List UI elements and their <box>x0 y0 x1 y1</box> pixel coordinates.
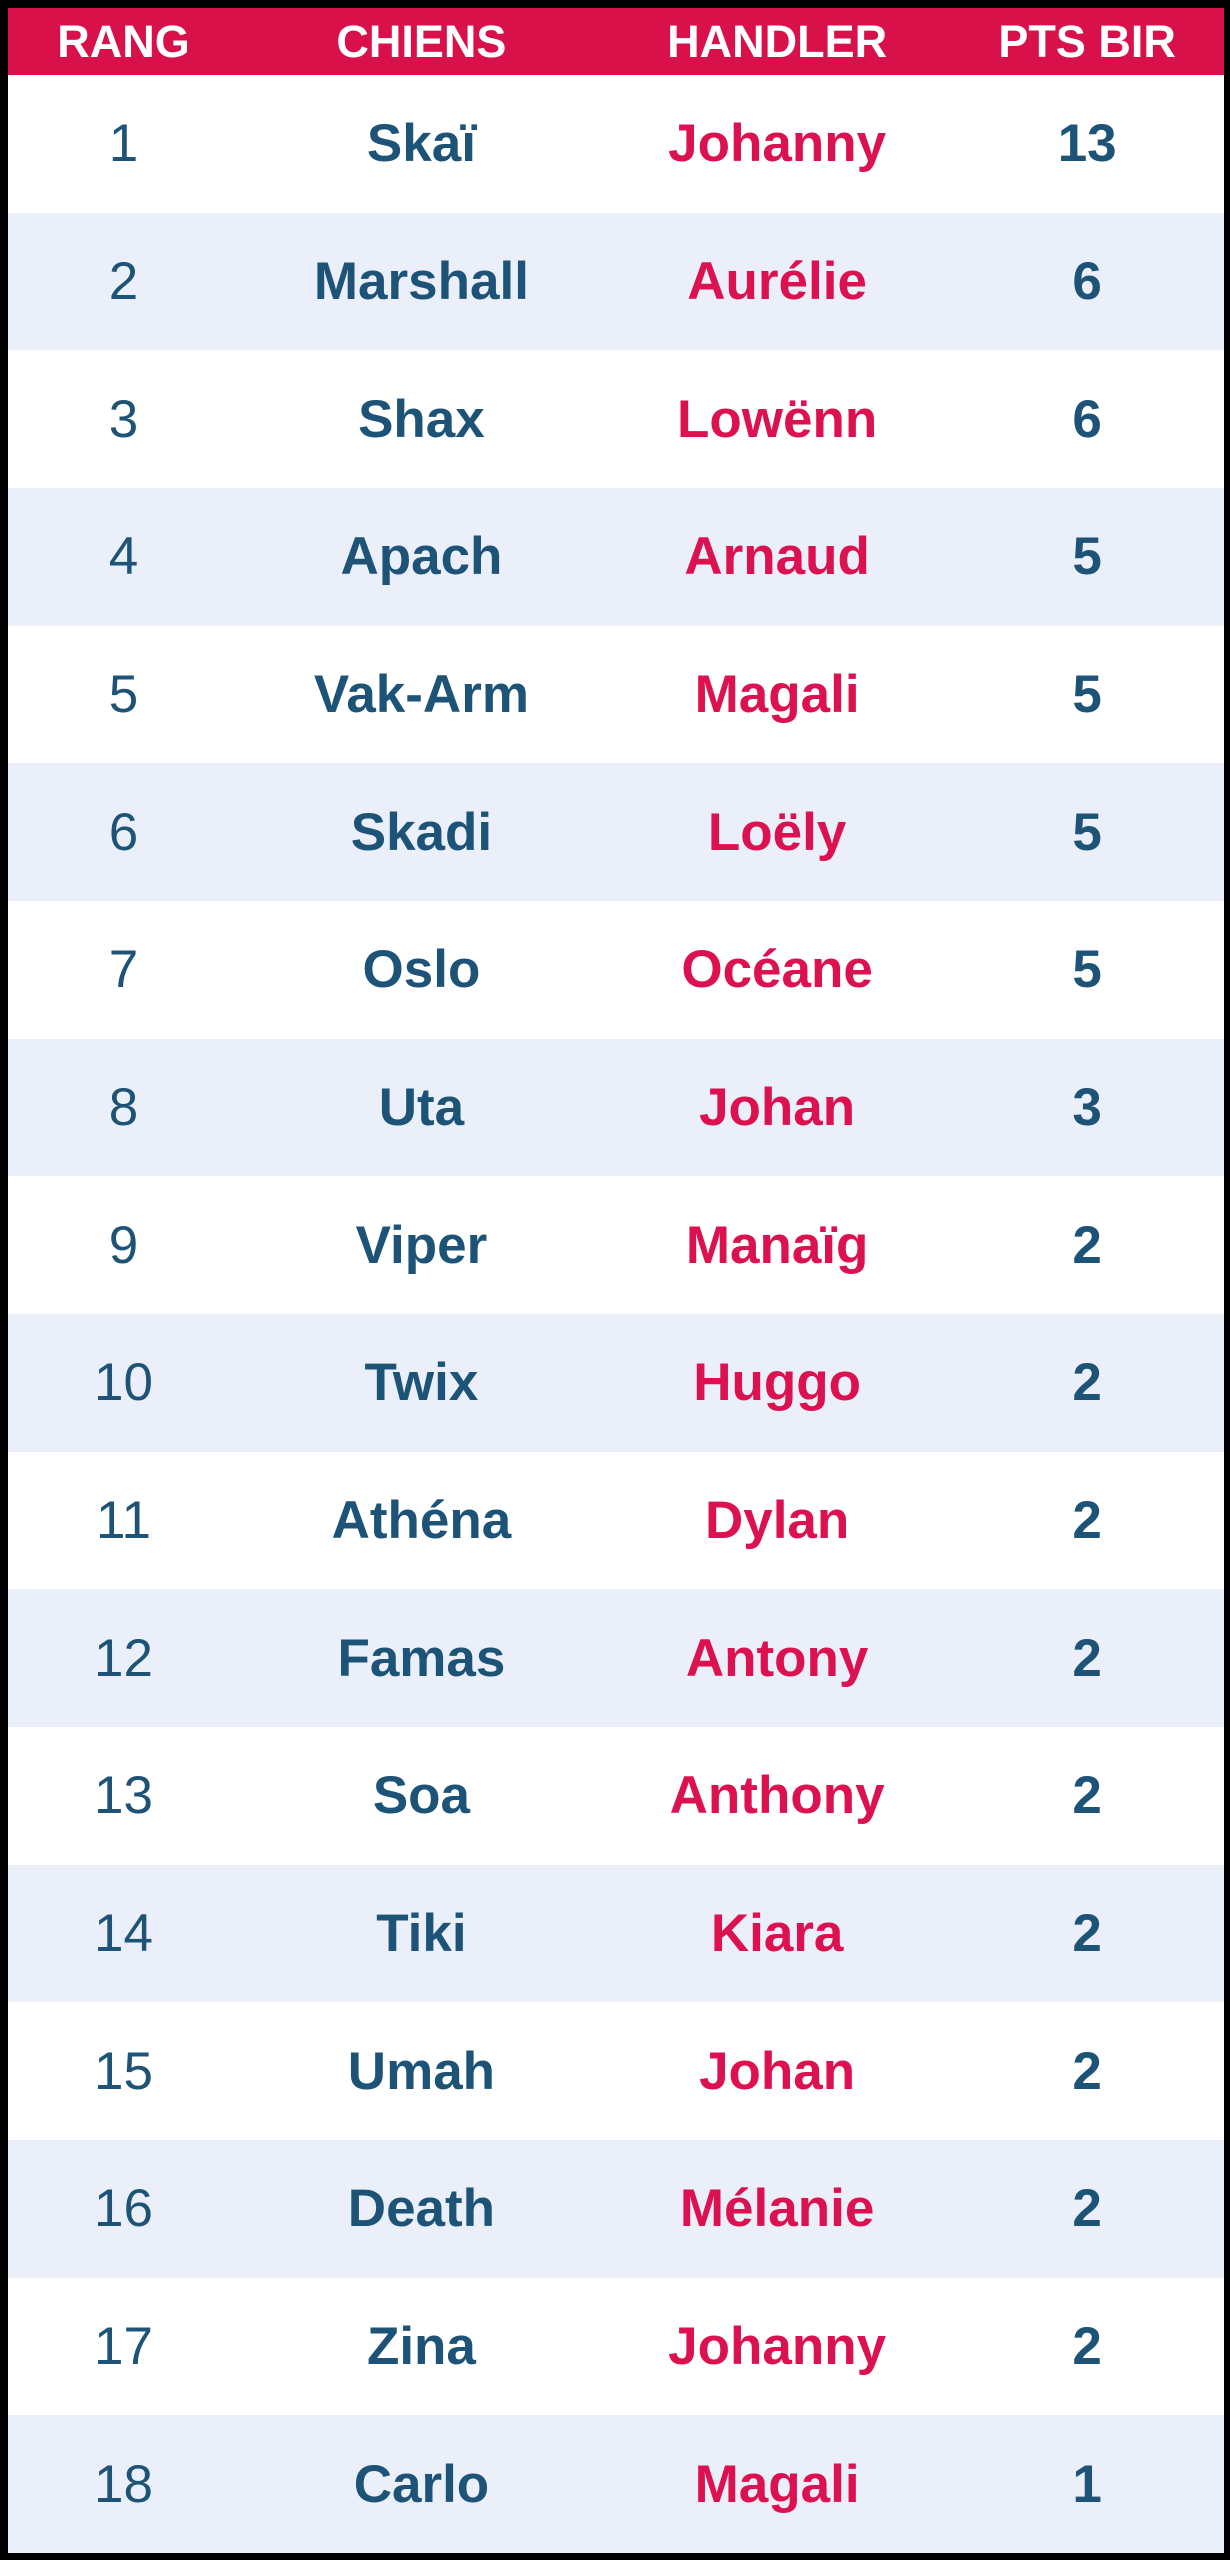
table-row: 13 Soa Anthony 2 <box>8 1727 1224 1865</box>
points-cell: 2 <box>1072 1215 1102 1275</box>
column-header-rang: RANG <box>57 16 190 67</box>
points-cell: 2 <box>1072 1628 1102 1688</box>
points-cell: 2 <box>1072 1904 1102 1964</box>
points-cell: 2 <box>1072 2179 1102 2239</box>
dog-name-cell: Apach <box>340 527 503 587</box>
dog-name-cell: Athéna <box>331 1491 512 1551</box>
dog-name-cell: Shax <box>358 389 485 449</box>
table-row: 16 Death Mélanie 2 <box>8 2140 1224 2278</box>
dog-name-cell: Skaï <box>366 114 476 174</box>
ranking-table: RANG CHIENS HANDLER PTS BIR 1 Skaï Johan… <box>8 8 1224 2554</box>
table-body: 1 Skaï Johanny 13 2 Marshall Aurélie 6 3… <box>8 75 1224 2554</box>
table-row: 6 Skadi Loëly 5 <box>8 763 1224 902</box>
rank-cell: 16 <box>94 2179 153 2239</box>
rank-cell: 9 <box>108 1215 139 1275</box>
rank-cell: 3 <box>108 389 139 449</box>
handler-name-cell: Johan <box>699 1078 856 1138</box>
table-row: 2 Marshall Aurélie 6 <box>8 212 1224 351</box>
dog-name-cell: Marshall <box>313 252 529 311</box>
handler-name-cell: Huggo <box>693 1353 861 1413</box>
handler-name-cell: Johanny <box>668 2317 887 2377</box>
table-header-row: RANG CHIENS HANDLER PTS BIR <box>8 8 1224 75</box>
points-cell: 2 <box>1072 1353 1102 1413</box>
points-cell: 13 <box>1057 114 1117 174</box>
rank-cell: 11 <box>96 1491 152 1551</box>
table-row: 4 Apach Arnaud 5 <box>8 488 1224 626</box>
handler-name-cell: Lowënn <box>677 389 878 449</box>
rank-cell: 15 <box>94 2041 153 2101</box>
points-cell: 5 <box>1072 527 1102 587</box>
handler-name-cell: Arnaud <box>684 527 870 587</box>
dog-name-cell: Viper <box>355 1215 488 1275</box>
rank-cell: 4 <box>108 527 139 587</box>
table-row: 12 Famas Antony 2 <box>8 1589 1224 1728</box>
points-cell: 6 <box>1072 389 1102 449</box>
table-row: 1 Skaï Johanny 13 <box>8 75 1224 213</box>
dog-name-cell: Tiki <box>376 1904 467 1964</box>
table-row: 3 Shax Lowënn 6 <box>8 350 1224 489</box>
handler-name-cell: Océane <box>681 940 873 1000</box>
table-row: 7 Oslo Océane 5 <box>8 901 1224 1039</box>
dog-name-cell: Uta <box>378 1078 465 1138</box>
table-row: 15 Umah Johan 2 <box>8 2002 1224 2141</box>
table-row: 5 Vak-Arm Magali 5 <box>8 625 1224 764</box>
column-header-handler: HANDLER <box>667 16 888 67</box>
dog-name-cell: Twix <box>364 1353 479 1413</box>
rank-cell: 2 <box>108 252 139 311</box>
handler-name-cell: Aurélie <box>687 252 867 311</box>
table-row: 8 Uta Johan 3 <box>8 1038 1224 1177</box>
dog-name-cell: Vak-Arm <box>313 665 529 725</box>
column-header-chiens: CHIENS <box>336 16 507 67</box>
dog-name-cell: Death <box>347 2179 496 2239</box>
dog-name-cell: Soa <box>372 1766 471 1826</box>
rank-cell: 1 <box>108 114 139 174</box>
handler-name-cell: Dylan <box>704 1491 850 1551</box>
points-cell: 5 <box>1072 802 1102 862</box>
points-cell: 5 <box>1072 665 1102 725</box>
table-row: 9 Viper Manaïg 2 <box>8 1176 1224 1315</box>
rank-cell: 8 <box>108 1078 139 1138</box>
handler-name-cell: Antony <box>685 1628 869 1688</box>
table-row: 14 Tiki Kiara 2 <box>8 1864 1224 2003</box>
handler-name-cell: Magali <box>694 2454 860 2514</box>
dog-name-cell: Famas <box>337 1628 506 1688</box>
rank-cell: 13 <box>94 1766 153 1826</box>
handler-name-cell: Johan <box>699 2041 856 2101</box>
rank-cell: 10 <box>94 1353 153 1413</box>
dog-name-cell: Skadi <box>350 802 493 862</box>
points-cell: 2 <box>1072 1766 1102 1826</box>
handler-name-cell: Manaïg <box>685 1215 869 1275</box>
points-cell: 3 <box>1072 1078 1102 1138</box>
handler-name-cell: Johanny <box>668 114 887 174</box>
table-row: 11 Athéna Dylan 2 <box>8 1451 1224 1590</box>
points-cell: 2 <box>1072 2041 1102 2101</box>
dog-name-cell: Zina <box>366 2317 476 2377</box>
rank-cell: 5 <box>108 665 139 725</box>
table-row: 17 Zina Johanny 2 <box>8 2277 1224 2416</box>
table-row: 10 Twix Huggo 2 <box>8 1314 1224 1452</box>
handler-name-cell: Magali <box>694 665 860 725</box>
rank-cell: 12 <box>94 1628 153 1688</box>
rank-cell: 18 <box>94 2454 153 2514</box>
handler-name-cell: Kiara <box>710 1904 844 1964</box>
dog-name-cell: Oslo <box>362 940 481 1000</box>
handler-name-cell: Anthony <box>669 1766 885 1826</box>
table-row: 18 Carlo Magali 1 <box>8 2415 1224 2554</box>
rank-cell: 7 <box>108 940 139 1000</box>
points-cell: 2 <box>1072 2317 1102 2377</box>
points-cell: 5 <box>1072 940 1102 1000</box>
points-cell: 2 <box>1072 1491 1102 1551</box>
points-cell: 6 <box>1072 252 1102 311</box>
rank-cell: 14 <box>94 1904 153 1964</box>
rank-cell: 6 <box>108 802 139 862</box>
handler-name-cell: Loëly <box>707 802 847 862</box>
dog-name-cell: Umah <box>347 2041 496 2101</box>
rank-cell: 17 <box>94 2317 153 2377</box>
points-cell: 1 <box>1072 2454 1102 2514</box>
dog-name-cell: Carlo <box>353 2454 490 2514</box>
handler-name-cell: Mélanie <box>679 2179 875 2239</box>
column-header-pts-bir: PTS BIR <box>998 16 1176 67</box>
